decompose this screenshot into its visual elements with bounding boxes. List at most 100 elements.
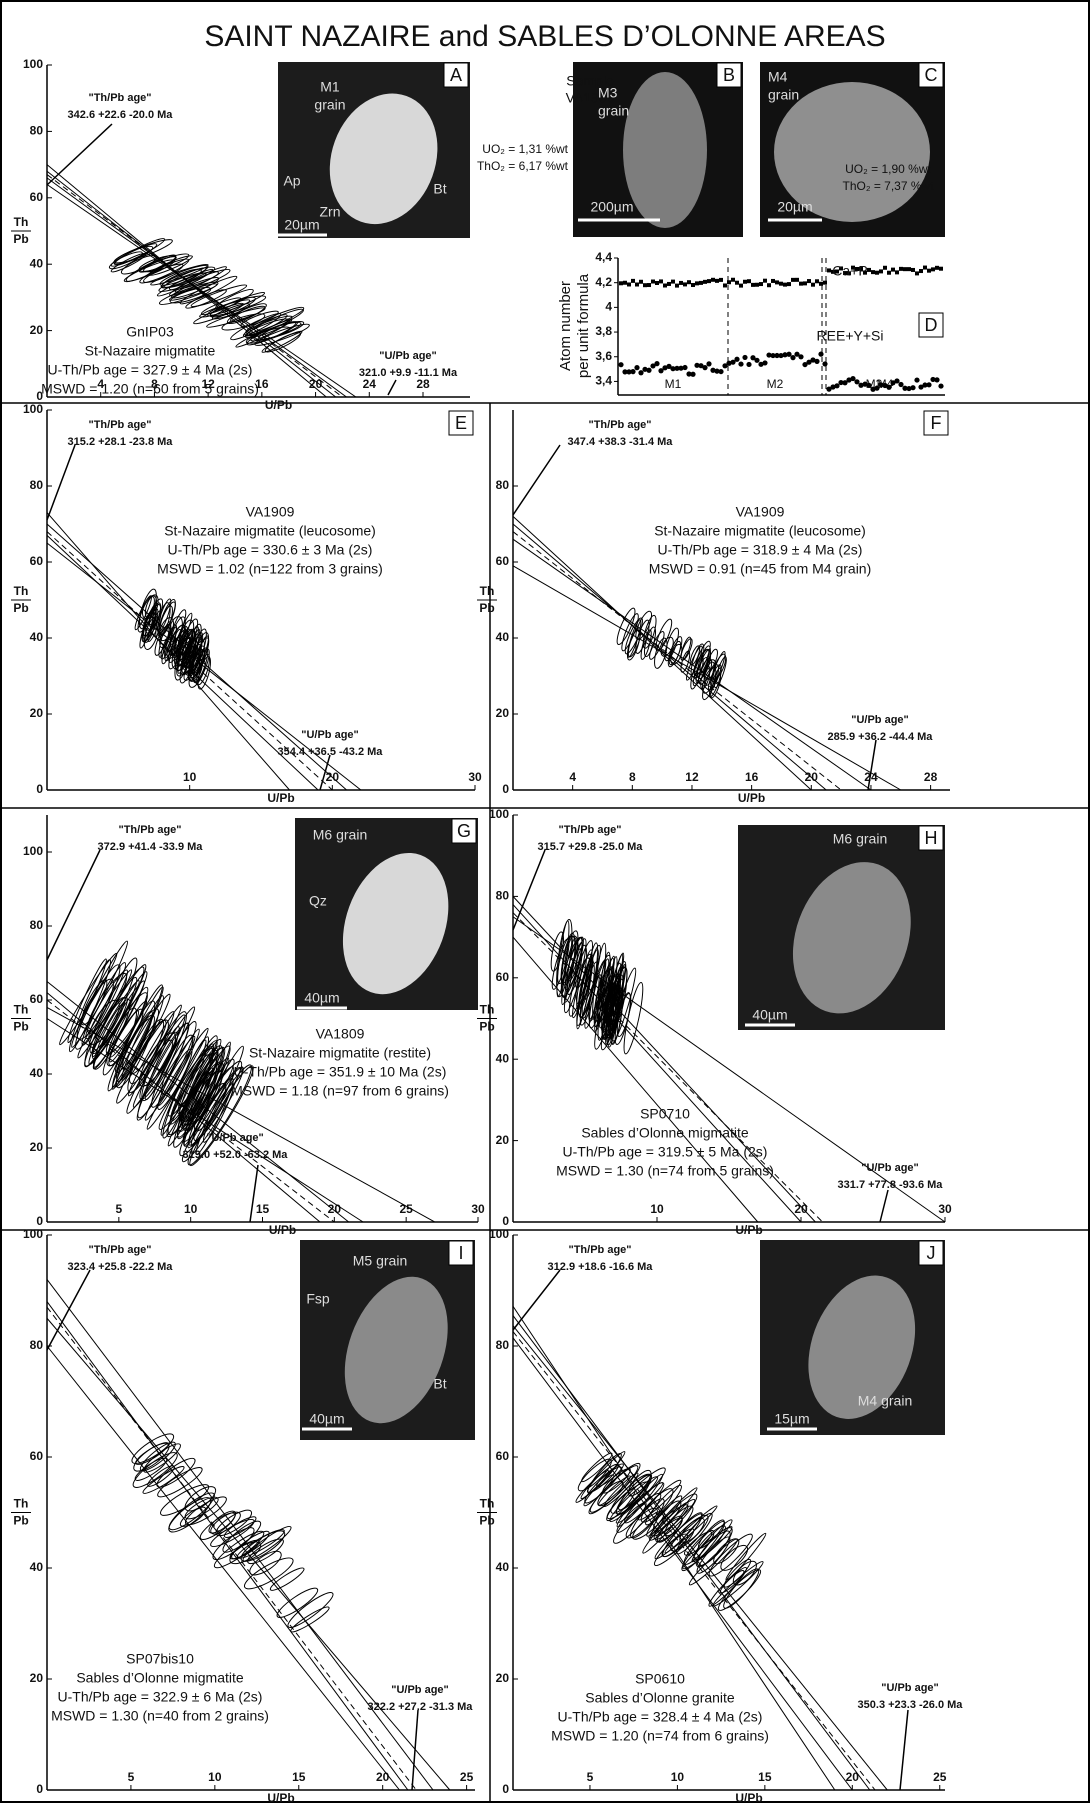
dot-ree bbox=[814, 358, 820, 364]
error-ellipse bbox=[681, 1520, 726, 1572]
error-ellipse bbox=[116, 1011, 175, 1104]
dot-ca-p bbox=[719, 277, 723, 282]
dot-ree bbox=[766, 352, 772, 358]
dot-ree bbox=[850, 375, 856, 382]
y-tick-label: 20 bbox=[496, 706, 510, 720]
error-ellipse bbox=[567, 936, 583, 982]
error-ellipse bbox=[177, 1046, 226, 1133]
y-axis-label: Pb bbox=[13, 1514, 28, 1528]
y-axis-label: Pb bbox=[479, 601, 494, 615]
sample-text: MSWD = 1.18 (n=97 from 6 grains) bbox=[231, 1083, 449, 1099]
dot-ree bbox=[878, 382, 884, 388]
y-axis-label: Th bbox=[480, 1003, 495, 1017]
y-tick-label: 60 bbox=[30, 1449, 44, 1463]
x-tick-label: 30 bbox=[938, 1202, 952, 1216]
dot-ca-p bbox=[811, 282, 815, 287]
error-ellipse bbox=[643, 626, 657, 658]
dot-ca-p bbox=[671, 279, 675, 284]
sample-text: MSWD = 0.91 (n=45 from M4 grain) bbox=[649, 561, 872, 577]
sample-text: SP0710 bbox=[640, 1106, 690, 1122]
y-axis-label: per unit formula bbox=[575, 273, 592, 378]
y-tick-label: 60 bbox=[496, 970, 510, 984]
error-ellipse bbox=[174, 612, 193, 653]
x-tick-label: 15 bbox=[256, 1202, 270, 1216]
y-tick-label: 80 bbox=[496, 889, 510, 903]
dot-ca-p bbox=[775, 280, 779, 285]
x-tick-label: 16 bbox=[745, 770, 759, 784]
dot-ree bbox=[822, 361, 828, 367]
x-tick-label: 8 bbox=[629, 770, 636, 784]
error-ellipse bbox=[132, 1452, 178, 1488]
dot-ca-p bbox=[883, 265, 887, 270]
error-ellipse bbox=[276, 1587, 319, 1618]
leader-line bbox=[512, 444, 561, 516]
sample-text: U-Th/Pb age = 319.5 ± 5 Ma (2s) bbox=[563, 1144, 768, 1160]
dot-ca-p bbox=[735, 280, 739, 285]
x-tick-label: 5 bbox=[587, 1770, 594, 1784]
dot-ca-p bbox=[899, 266, 903, 271]
error-ellipse bbox=[210, 1518, 255, 1548]
x-tick-label: 8 bbox=[151, 377, 158, 391]
error-ellipse bbox=[108, 251, 143, 270]
error-ellipse bbox=[138, 1032, 176, 1087]
error-ellipse bbox=[594, 955, 615, 1032]
th-pb-age: 323.4 +25.8 -22.2 Ma bbox=[68, 1261, 174, 1273]
dot-ree bbox=[894, 378, 900, 384]
dot-ree bbox=[674, 365, 680, 371]
dot-ca-p bbox=[631, 278, 635, 283]
error-ellipse bbox=[712, 653, 727, 680]
dot-ree bbox=[678, 365, 684, 371]
dot-ree bbox=[694, 362, 700, 368]
inset-label: 40µm bbox=[304, 990, 339, 1006]
error-ellipse bbox=[144, 598, 164, 634]
panel-letter: A bbox=[450, 65, 462, 85]
error-ellipse bbox=[623, 981, 644, 1055]
regression-line bbox=[46, 1301, 409, 1791]
leader-line bbox=[512, 1269, 561, 1331]
error-ellipse bbox=[287, 1592, 334, 1628]
error-ellipse bbox=[708, 667, 722, 698]
x-tick-label: 15 bbox=[292, 1770, 306, 1784]
panel-letter-box bbox=[923, 410, 949, 436]
y-tick-label: 100 bbox=[23, 402, 43, 416]
error-ellipse bbox=[209, 296, 256, 318]
y-tick-label: 0 bbox=[502, 1214, 509, 1228]
error-ellipse bbox=[106, 1007, 137, 1067]
sample-text: U-Th/Pb age = 328.4 ± 4 Ma (2s) bbox=[558, 1709, 763, 1725]
error-ellipse bbox=[625, 1507, 658, 1539]
y-tick-label: 0 bbox=[36, 1214, 43, 1228]
dot-ree bbox=[782, 352, 788, 358]
error-ellipse bbox=[243, 1557, 294, 1590]
dot-ree bbox=[874, 385, 880, 391]
leader-line bbox=[867, 739, 877, 791]
error-ellipse bbox=[75, 964, 121, 1050]
error-ellipse bbox=[692, 656, 709, 687]
dot-ree bbox=[750, 355, 756, 361]
inset-label: M3 bbox=[598, 85, 618, 101]
x-tick-label: 10 bbox=[650, 1202, 664, 1216]
error-ellipse bbox=[156, 1457, 196, 1488]
separators bbox=[1, 402, 1089, 1802]
y-tick-label: 0 bbox=[36, 389, 43, 403]
dot-ca-p bbox=[919, 269, 923, 274]
sample-text: MSWD = 1.20 (n=74 from 6 grains) bbox=[551, 1728, 769, 1744]
error-ellipse bbox=[624, 1482, 665, 1524]
dot-ree bbox=[938, 383, 944, 389]
y-axis-label: Th bbox=[14, 215, 29, 229]
dot-ca-p bbox=[699, 280, 703, 285]
y-axis-label: Atom number bbox=[557, 281, 574, 371]
error-ellipse bbox=[664, 1505, 718, 1554]
y-tick-label: 0 bbox=[36, 782, 43, 796]
error-ellipse bbox=[616, 607, 636, 646]
dot-ree bbox=[646, 367, 652, 373]
regression-line bbox=[512, 516, 812, 791]
error-ellipse bbox=[157, 1467, 203, 1498]
error-ellipse bbox=[583, 1474, 615, 1507]
sample-text: VA1909 bbox=[736, 504, 785, 520]
dot-ca-p bbox=[763, 278, 767, 283]
y-tick-label: 3,6 bbox=[595, 349, 612, 363]
dot-ca-p bbox=[759, 282, 763, 287]
x-tick-label: 4 bbox=[97, 377, 104, 391]
dot-ree bbox=[926, 382, 932, 388]
